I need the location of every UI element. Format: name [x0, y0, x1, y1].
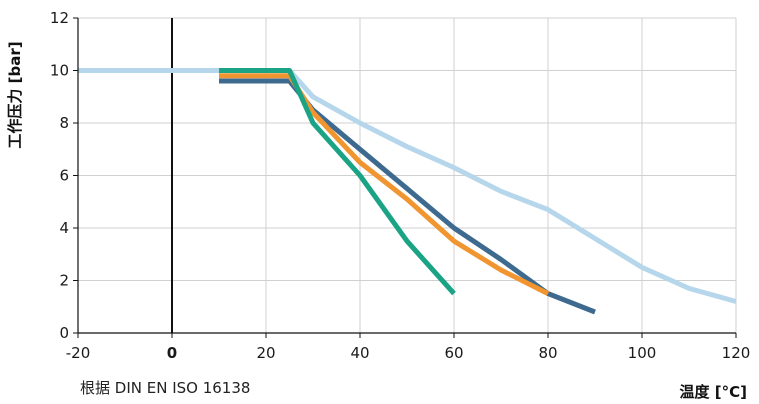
axes	[73, 17, 737, 338]
series-group	[78, 68, 737, 315]
x-tick-label: 40	[350, 344, 369, 362]
y-tick-label: 6	[59, 167, 69, 185]
tick-labels: -20 0 20 40 60 80 100 120 0 2 4 6 8 10 12	[50, 9, 750, 362]
x-tick-label: 100	[628, 344, 657, 362]
x-tick-label: 80	[538, 344, 557, 362]
y-tick-label: 10	[50, 62, 69, 80]
x-tick-label: -20	[66, 344, 91, 362]
y-tick-label: 0	[59, 324, 69, 342]
standard-note: 根据 DIN EN ISO 16138	[80, 379, 251, 397]
y-axis-title: 工作压力 [bar]	[6, 41, 24, 148]
x-tick-label: 20	[256, 344, 275, 362]
x-axis-title: 温度 [°C]	[680, 383, 747, 401]
y-tick-label: 2	[59, 272, 69, 290]
series-line-4	[219, 68, 456, 296]
y-tick-label: 8	[59, 114, 69, 132]
x-tick-label: 120	[722, 344, 751, 362]
y-tick-label: 4	[59, 219, 69, 237]
series-line-1	[78, 68, 737, 304]
x-tick-label: 60	[444, 344, 463, 362]
y-tick-label: 12	[50, 9, 69, 27]
grid	[78, 17, 737, 333]
x-tick-label: 0	[167, 344, 177, 362]
